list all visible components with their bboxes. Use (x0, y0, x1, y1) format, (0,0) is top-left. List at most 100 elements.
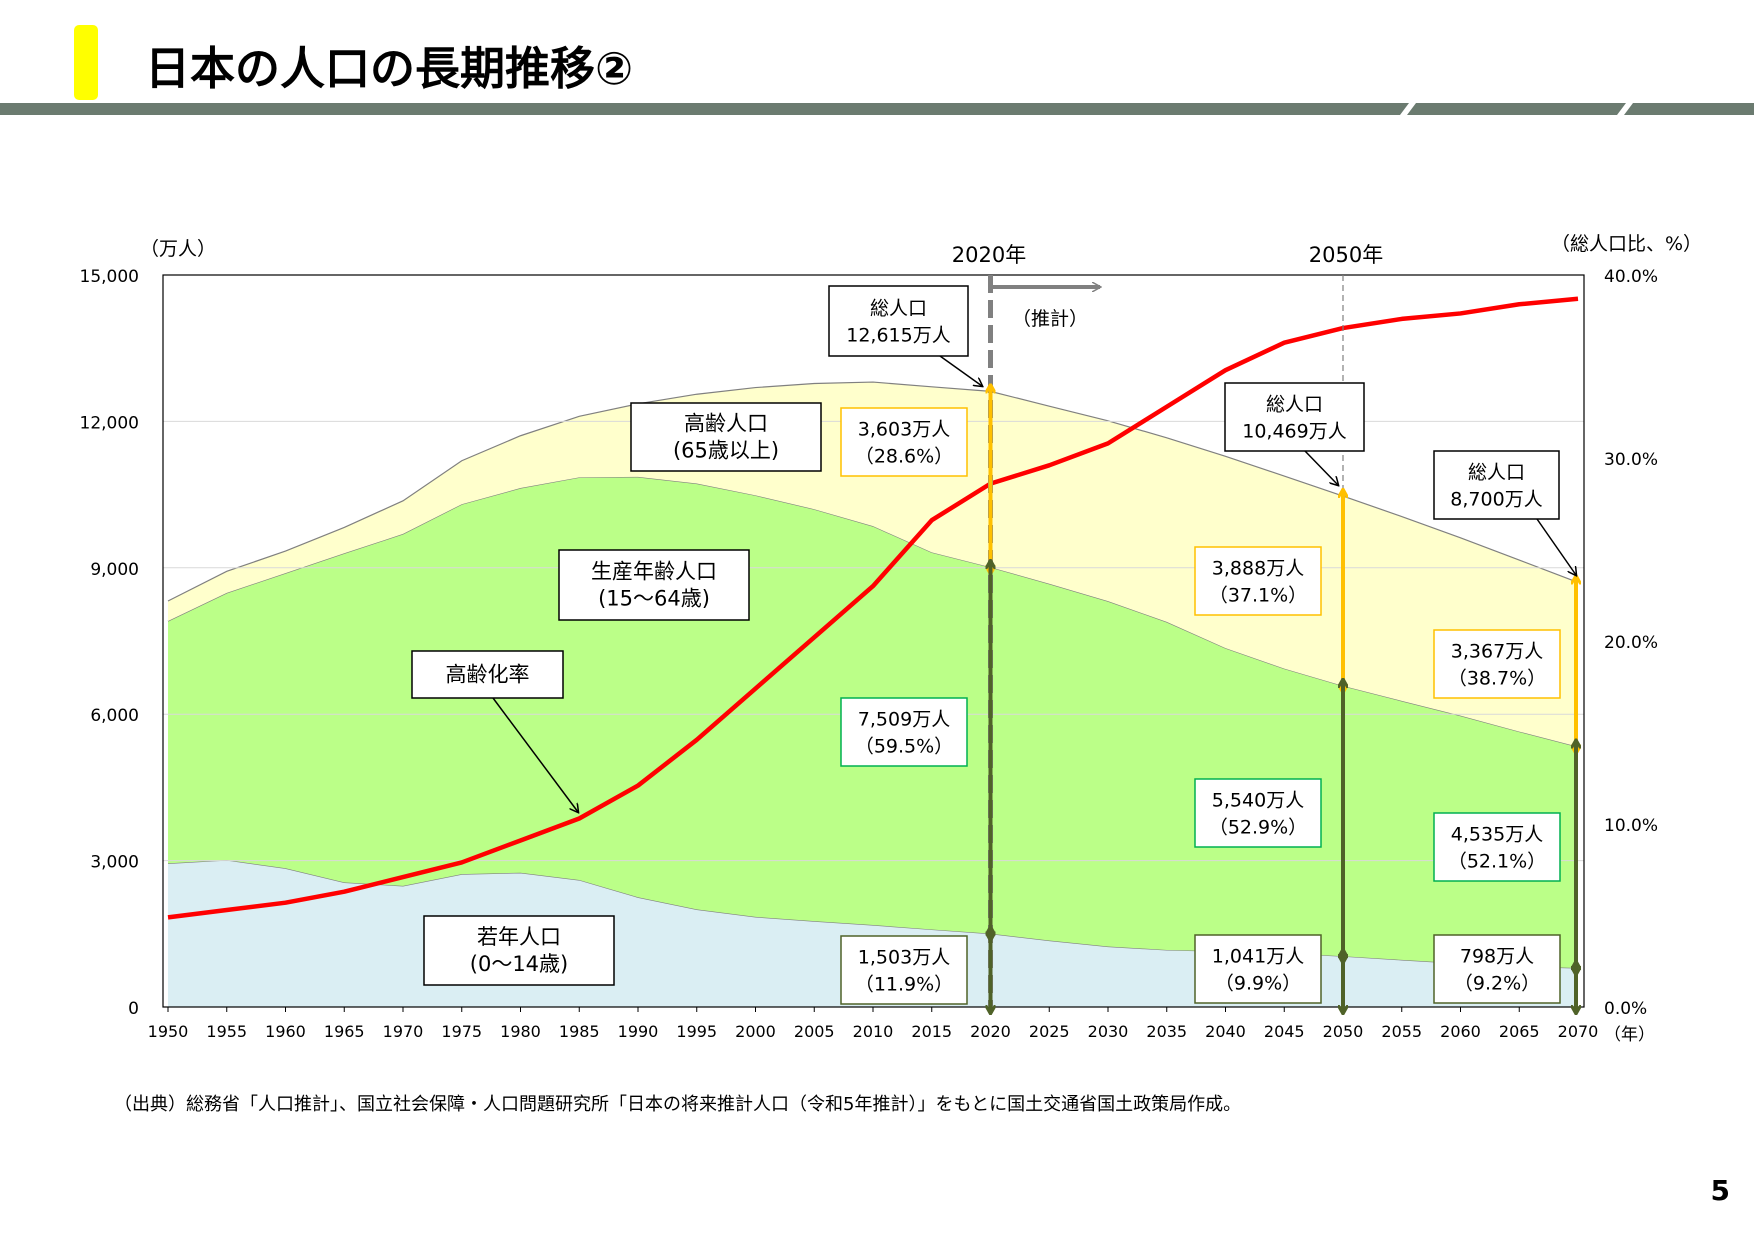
projection-label: （推計） (1012, 308, 1088, 330)
young-callout-y2020-text: （11.9%） (855, 974, 953, 996)
total-callout-y2070-box (1433, 450, 1560, 520)
total-callout-y2020-box (828, 285, 969, 357)
x-tick-label: 1950 (148, 1022, 189, 1041)
young-callout-y2050-text: （9.9%） (1215, 973, 1301, 995)
x-tick-label: 2060 (1440, 1022, 1481, 1041)
y-tick-label: 15,000 (80, 267, 139, 287)
x-tick-label: 2040 (1205, 1022, 1246, 1041)
working-callout-y2020-text: （59.5%） (855, 736, 953, 758)
x-tick-label: 2070 (1558, 1022, 1599, 1041)
title-accent-bar (74, 25, 98, 100)
working-callout-y2070-text: 4,535万人 (1451, 824, 1543, 846)
young-callout-y2020-text: 1,503万人 (858, 947, 950, 969)
total-callout-y2050-box (1224, 382, 1365, 452)
working-callout-y2050-text: （52.9%） (1209, 817, 1307, 839)
elderly-callout-y2020-text: （28.6%） (855, 446, 953, 468)
elderly-callout-y2050-text: （37.1%） (1209, 585, 1307, 607)
page-number: 5 (1711, 1174, 1730, 1207)
leader-total-2070 (1536, 518, 1576, 575)
working-callout-y2050-box (1194, 778, 1322, 848)
header-band-segment (1624, 103, 1754, 115)
y-tick-label: 3,000 (90, 853, 139, 873)
elderly-callout-y2070-text: （38.7%） (1448, 668, 1546, 690)
series-label-aging-box (411, 650, 564, 699)
y-right-tick-label: 40.0% (1604, 267, 1658, 287)
working-callout-y2020-box (840, 697, 968, 767)
series-label-elderly-text: (65歳以上) (673, 439, 779, 463)
y-right-tick-label: 30.0% (1604, 450, 1658, 470)
series-label-elderly-text: 高齢人口 (684, 412, 768, 436)
working-callout-y2020-text: 7,509万人 (858, 709, 950, 731)
x-tick-label: 2025 (1029, 1022, 1070, 1041)
y-right-tick-label: 10.0% (1604, 816, 1658, 836)
total-callout-y2020-text: 総人口 (870, 298, 927, 320)
page-title: 日本の人口の長期推移② (145, 42, 633, 95)
marker-2050-label: 2050年 (1309, 243, 1383, 267)
young-callout-y2070-text: （9.2%） (1454, 973, 1540, 995)
y-tick-label: 6,000 (90, 706, 139, 726)
young-callout-y2070-box (1433, 934, 1561, 1004)
y-tick-label: 9,000 (90, 560, 139, 580)
series-label-elderly-box (630, 402, 822, 472)
leader-aging-rate (492, 697, 578, 812)
x-tick-label: 1960 (265, 1022, 306, 1041)
elderly-callout-y2070-box (1433, 629, 1561, 699)
working-callout-y2070-box (1433, 812, 1561, 882)
series-label-working-text: (15～64歳) (598, 587, 710, 611)
working-callout-y2070-text: （52.1%） (1448, 851, 1546, 873)
y-right-tick-label: 20.0% (1604, 633, 1658, 653)
elderly-callout-y2020-box (840, 407, 968, 477)
total-callout-y2070-text: 8,700万人 (1450, 489, 1542, 511)
x-tick-label: 2055 (1381, 1022, 1422, 1041)
plot-area (162, 274, 1585, 1013)
y-axis-left-label: （万人） (140, 238, 216, 260)
total-callout-y2050-text: 10,469万人 (1242, 421, 1346, 443)
x-tick-label: 1990 (618, 1022, 659, 1041)
x-tick-label: 1975 (441, 1022, 482, 1041)
x-tick-label: 1985 (559, 1022, 600, 1041)
y-right-tick-label: 0.0% (1604, 999, 1647, 1019)
leader-total-2050 (1304, 450, 1338, 485)
total-callout-y2050-text: 総人口 (1266, 394, 1323, 416)
x-tick-label: 2020 (970, 1022, 1011, 1041)
series-label-young-text: (0～14歳) (470, 952, 568, 976)
y-tick-label: 12,000 (80, 413, 139, 433)
total-callout-y2070-text: 総人口 (1468, 462, 1525, 484)
series-label-young-box (423, 915, 615, 986)
x-tick-label: 2045 (1264, 1022, 1305, 1041)
x-tick-label: 2005 (794, 1022, 835, 1041)
young-callout-y2020-box (840, 935, 968, 1005)
header-band (0, 103, 1409, 115)
total-callout-y2020-text: 12,615万人 (846, 325, 950, 347)
x-tick-label: 1995 (676, 1022, 717, 1041)
leader-total-2020 (939, 355, 982, 386)
elderly-callout-y2070-text: 3,367万人 (1451, 641, 1543, 663)
x-tick-label: 2015 (911, 1022, 952, 1041)
elderly-callout-y2050-text: 3,888万人 (1212, 558, 1304, 580)
young-callout-y2050-text: 1,041万人 (1212, 946, 1304, 968)
elderly-callout-y2020-text: 3,603万人 (858, 419, 950, 441)
series-label-working-box (558, 549, 750, 621)
x-tick-label: 1965 (324, 1022, 365, 1041)
young-callout-y2070-text: 798万人 (1460, 946, 1534, 968)
annotation-layer: 0 3,000 6,000 9,000 12,000 15,000 0.0% 10.0% 20.… (80, 267, 1659, 1041)
x-tick-label: 2010 (853, 1022, 894, 1041)
young-callout-y2050-box (1194, 934, 1322, 1004)
x-tick-label: 1980 (500, 1022, 541, 1041)
x-tick-label: 2065 (1499, 1022, 1540, 1041)
y-axis-right-label: （総人口比、%） (1551, 233, 1702, 255)
x-tick-label: 2050 (1323, 1022, 1364, 1041)
y-tick-label: 0 (128, 999, 139, 1019)
x-tick-label: 2035 (1146, 1022, 1187, 1041)
series-label-working-text: 生産年齢人口 (591, 560, 717, 584)
x-tick-label: 2000 (735, 1022, 776, 1041)
working-callout-y2050-text: 5,540万人 (1212, 790, 1304, 812)
x-tick-label: 2030 (1088, 1022, 1129, 1041)
x-axis-label: （年） (1604, 1025, 1655, 1045)
marker-2020-label: 2020年 (952, 243, 1026, 267)
area-elderly (168, 382, 1578, 747)
series-label-aging-text: 高齢化率 (446, 663, 530, 687)
x-tick-label: 1970 (383, 1022, 424, 1041)
source-note: （出典）総務省「人口推計」、国立社会保障・人口問題研究所「日本の将来推計人口（令… (114, 1094, 1241, 1115)
